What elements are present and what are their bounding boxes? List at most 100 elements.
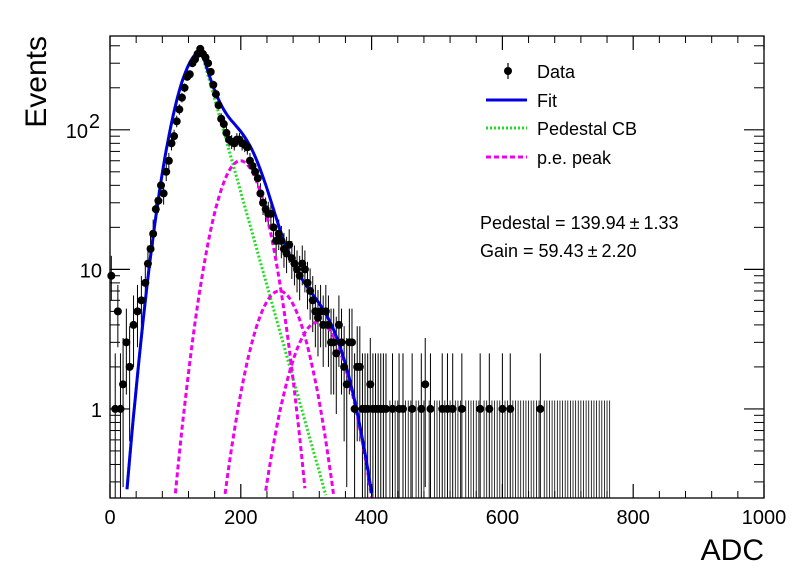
x-tick-label: 0 — [104, 507, 115, 529]
data-point — [185, 70, 194, 79]
data-point — [303, 278, 312, 287]
data-point — [206, 67, 215, 76]
data-point — [172, 117, 181, 126]
gain-err: 2.20 — [601, 241, 636, 261]
data-point — [222, 128, 231, 137]
data-point — [340, 362, 349, 371]
legend-data-label: Data — [537, 62, 576, 82]
pedestal-err: 1.33 — [644, 213, 679, 233]
data-point — [308, 296, 317, 305]
x-tick-label: 200 — [224, 507, 257, 529]
data-point — [332, 349, 341, 358]
data-point — [274, 229, 283, 238]
data-point — [293, 265, 302, 274]
legend-pedestal-label: Pedestal CB — [537, 119, 637, 139]
x-axis-ticks: 0 200 400 600 800 1000 — [104, 36, 786, 529]
data-point — [162, 167, 171, 176]
legend-entry-data: Data — [504, 62, 576, 82]
data-point — [164, 156, 173, 165]
legend-entry-pe-peak: p.e. peak — [486, 148, 612, 168]
gain-value: Gain = 59.43 — [480, 241, 584, 261]
data-point — [129, 320, 138, 329]
legend-fit-label: Fit — [537, 91, 557, 111]
legend: Data Fit Pedestal CB p.e. peak — [486, 62, 637, 168]
data-point — [259, 198, 268, 207]
data-point — [204, 59, 213, 68]
data-point — [426, 404, 435, 413]
data-point — [498, 404, 507, 413]
data-point — [485, 404, 494, 413]
x-tick-label: 1000 — [742, 507, 787, 529]
data-point — [350, 404, 359, 413]
data-point — [324, 320, 333, 329]
x-tick-label: 400 — [355, 507, 388, 529]
data-point — [219, 120, 228, 129]
pedestal-value: Pedestal = 139.94 — [480, 213, 626, 233]
data-point — [381, 404, 390, 413]
data-point — [285, 240, 294, 249]
data-point — [159, 189, 168, 198]
data-point — [448, 404, 457, 413]
data-point — [214, 101, 223, 110]
data-point — [146, 244, 155, 253]
legend-entry-pedestal: Pedestal CB — [486, 119, 637, 139]
fit-results: Pedestal = 139.94 ±1.33 Gain = 59.43 ±2.20 — [480, 213, 679, 261]
data-point — [347, 338, 356, 347]
y-tick-exponent: 2 — [89, 111, 100, 133]
data-point — [408, 404, 417, 413]
pedestal-result: Pedestal = 139.94 ±1.33 — [480, 213, 679, 233]
x-axis-label: ADC — [701, 534, 764, 567]
data-point — [417, 404, 426, 413]
pe-peak-curve-1 — [173, 159, 307, 494]
data-point — [337, 338, 346, 347]
data-point — [243, 143, 252, 152]
data-point — [306, 286, 315, 295]
data-point — [251, 167, 260, 176]
data-point — [355, 362, 364, 371]
legend-entry-fit: Fit — [486, 91, 557, 111]
plot-frame — [109, 35, 765, 499]
data-point — [175, 105, 184, 114]
x-tick-label: 600 — [486, 507, 519, 529]
data-point — [125, 362, 134, 371]
data-point — [457, 404, 466, 413]
data-point — [253, 174, 262, 183]
pe-peak-curve-2 — [223, 289, 336, 496]
data-point — [157, 181, 166, 190]
data-point — [211, 90, 220, 99]
data-point — [269, 223, 278, 232]
data-point — [334, 320, 343, 329]
y-tick-label: 1 — [91, 400, 102, 422]
data-point — [119, 380, 128, 389]
data-point — [170, 132, 179, 141]
data-point — [506, 404, 515, 413]
data-point — [388, 404, 397, 413]
data-point — [151, 205, 160, 214]
data-point — [300, 265, 309, 274]
data-point — [167, 139, 176, 148]
data-point — [209, 80, 218, 89]
data-point — [329, 338, 338, 347]
data-point — [277, 236, 286, 245]
data-point — [366, 380, 375, 389]
data-points — [107, 44, 545, 413]
pe-peak-curve-3 — [264, 320, 374, 498]
data-point — [133, 307, 142, 316]
gain-result: Gain = 59.43 ±2.20 — [480, 241, 637, 261]
gain-pm: ± — [588, 241, 598, 261]
data-point — [122, 338, 131, 347]
data-point — [313, 313, 322, 322]
data-point — [266, 209, 275, 218]
data-point — [256, 189, 265, 198]
data-point — [476, 404, 485, 413]
y-tick-label: 10 — [66, 121, 88, 143]
data-point — [342, 380, 351, 389]
data-point — [180, 83, 189, 92]
data-point — [177, 93, 186, 102]
data-point — [536, 404, 545, 413]
data-point — [137, 296, 146, 305]
data-point — [143, 259, 152, 268]
